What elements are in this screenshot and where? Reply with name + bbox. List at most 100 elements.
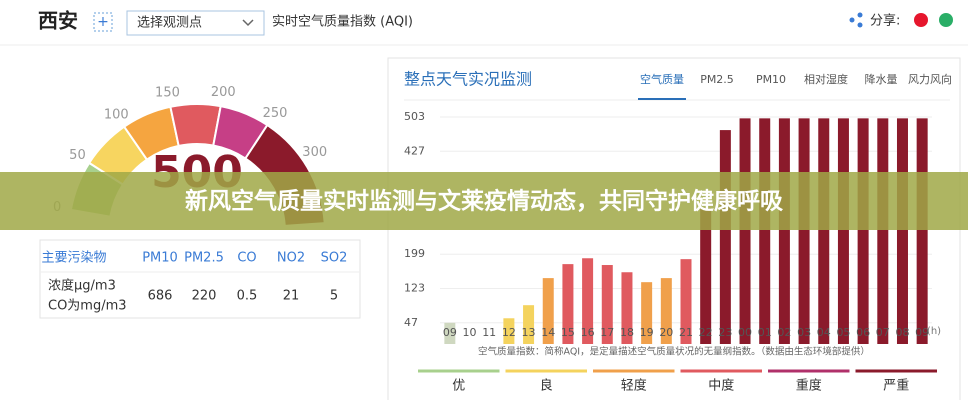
- x-tick-label: 21: [679, 326, 693, 339]
- y-tick-label: 503: [404, 110, 425, 123]
- x-tick-label: 20: [659, 326, 673, 339]
- table-header: CO: [237, 251, 256, 266]
- bar: [896, 118, 908, 344]
- table-header: SO2: [321, 251, 348, 266]
- legend-label: 轻度: [621, 378, 647, 394]
- bar: [798, 118, 810, 344]
- bar: [877, 118, 889, 344]
- x-tick-label: 03: [797, 326, 811, 339]
- gauge-tick-label: 200: [211, 85, 236, 100]
- index-title: 实时空气质量指数 (AQI): [272, 14, 413, 30]
- table-cell: 21: [283, 289, 300, 304]
- legend-label: 严重: [883, 378, 909, 394]
- gauge-tick-label: 250: [263, 106, 288, 121]
- x-tick-label: 10: [463, 326, 477, 339]
- panel-tab[interactable]: 空气质量: [640, 72, 684, 86]
- table-cell: 220: [192, 289, 217, 304]
- x-tick-label: 09: [915, 326, 929, 339]
- x-tick-label: 17: [600, 326, 614, 339]
- y-tick-label: 47: [404, 316, 418, 329]
- bar: [601, 265, 613, 344]
- weibo-icon[interactable]: [914, 13, 928, 27]
- gauge-tick-label: 50: [69, 148, 86, 163]
- x-tick-label: 15: [561, 326, 575, 339]
- x-tick-label: 09: [443, 326, 457, 339]
- table-cell: 686: [148, 289, 173, 304]
- bar: [719, 130, 731, 344]
- bar: [739, 118, 751, 344]
- banner-background: [0, 172, 968, 230]
- table-header: PM2.5: [184, 251, 224, 266]
- x-tick-label: 13: [522, 326, 536, 339]
- table-header: 主要污染物: [41, 251, 106, 266]
- bar: [582, 258, 594, 344]
- add-box[interactable]: [93, 12, 113, 32]
- table-header: PM10: [142, 251, 178, 266]
- table-header: NO2: [277, 251, 305, 266]
- bar: [641, 282, 653, 344]
- share-icon[interactable]: [857, 22, 863, 28]
- x-tick-label: 19: [640, 326, 654, 339]
- x-tick-label: 04: [817, 326, 831, 339]
- bar: [523, 305, 535, 344]
- bar: [621, 272, 633, 344]
- chart-note: 空气质量指数：简称AQI，是定量描述空气质量状况的无量纲指数。（数据由生态环境部…: [478, 346, 870, 358]
- bar: [680, 259, 692, 344]
- x-tick-label: 22: [699, 326, 713, 339]
- panel-tab[interactable]: 相对湿度: [804, 72, 848, 86]
- table-cell: 0.5: [237, 289, 258, 304]
- gauge-tick-label: 300: [302, 145, 327, 160]
- x-tick-label: 16: [581, 326, 595, 339]
- table-cell: 5: [330, 289, 338, 304]
- bar: [916, 118, 928, 344]
- legend-label: 良: [540, 378, 553, 394]
- x-unit: (h): [927, 326, 941, 337]
- city: 西安: [38, 9, 78, 33]
- y-tick-label: 123: [404, 281, 425, 294]
- table-row-label: CO为mg/m3: [48, 299, 127, 314]
- x-tick-label: 02: [777, 326, 791, 339]
- station-select-text: 选择观测点: [137, 16, 202, 31]
- legend-label: 优: [452, 379, 465, 394]
- y-tick-label: 199: [404, 247, 425, 260]
- bar: [759, 118, 771, 344]
- table-row-label: 浓度μg/m3: [48, 278, 116, 294]
- bar: [700, 208, 712, 344]
- panel-tab[interactable]: PM10: [756, 73, 786, 86]
- gauge-tick-label: 100: [104, 108, 129, 123]
- x-tick-label: 23: [718, 326, 732, 339]
- x-tick-label: 01: [758, 326, 772, 339]
- bar: [444, 322, 456, 344]
- gauge-segment: [169, 103, 222, 148]
- x-tick-label: 12: [502, 326, 516, 339]
- table-frame: [39, 239, 361, 319]
- panel-tab[interactable]: 降水量: [865, 72, 898, 86]
- panel-tab[interactable]: PM2.5: [700, 73, 734, 86]
- bar: [837, 118, 849, 344]
- panel-tab[interactable]: 风力风向: [908, 72, 952, 86]
- bar: [503, 318, 515, 344]
- bar: [778, 118, 790, 344]
- legend-label: 中度: [708, 378, 734, 394]
- wechat-icon[interactable]: [939, 13, 953, 27]
- add-button[interactable]: +: [97, 14, 109, 30]
- x-tick-label: 14: [541, 326, 555, 339]
- legend-label: 重度: [796, 378, 822, 394]
- bar: [818, 118, 830, 344]
- x-tick-label: 11: [482, 326, 496, 339]
- x-tick-label: 18: [620, 326, 634, 339]
- share-label: 分享:: [870, 13, 900, 29]
- share-icon[interactable]: [849, 17, 855, 23]
- x-tick-label: 06: [856, 326, 870, 339]
- station-select[interactable]: [126, 10, 265, 36]
- bar: [660, 278, 672, 344]
- y-tick-label: 427: [404, 144, 425, 157]
- bar: [857, 118, 869, 344]
- share-icon[interactable]: [857, 12, 863, 18]
- bar: [562, 264, 574, 344]
- panel-title: 整点天气实况监测: [404, 70, 532, 89]
- x-tick-label: 00: [738, 326, 752, 339]
- bar: [542, 278, 554, 344]
